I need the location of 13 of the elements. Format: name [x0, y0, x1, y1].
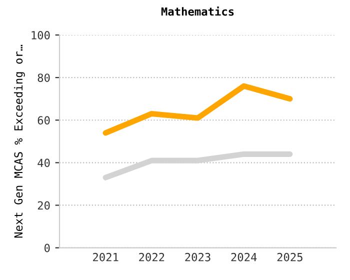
- x-tick-label: 2022: [139, 252, 164, 262]
- chart-title: Mathematics: [161, 6, 234, 16]
- y-tick-label: 60: [38, 116, 50, 125]
- x-tick-label: 2021: [93, 252, 118, 262]
- y-tick-label: 40: [38, 158, 50, 168]
- y-tick-label: 80: [38, 74, 50, 82]
- y-tick-label: 20: [38, 201, 50, 210]
- y-tick-label: 100: [32, 31, 50, 40]
- x-tick-label: 2023: [185, 252, 210, 262]
- y-tick-label: 0: [44, 244, 50, 252]
- x-tick-label: 2025: [277, 252, 302, 262]
- x-tick-label: 2024: [231, 252, 257, 262]
- y-axis-title: Next Gen MCAS % Exceeding or…: [14, 44, 25, 238]
